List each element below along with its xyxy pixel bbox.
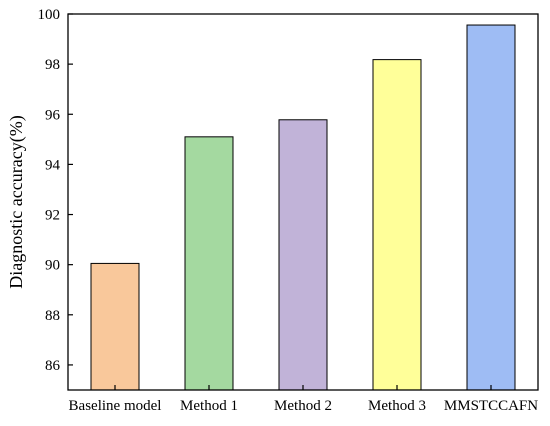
x-tick-label: MMSTCCAFN [444, 398, 538, 414]
y-tick-label: 86 [45, 358, 61, 374]
bar-method-1 [184, 136, 234, 391]
x-tick-label: Method 1 [180, 398, 238, 414]
y-axis-title: Diagnostic accuracy(%) [6, 115, 27, 288]
bar-baseline-model [90, 262, 140, 391]
y-tick-label: 96 [45, 107, 61, 123]
y-tick-label: 88 [45, 308, 60, 324]
y-tick-label: 92 [45, 208, 60, 224]
y-axis-ticks: 86 88 90 92 94 96 98 100 [38, 7, 73, 374]
bars-layer [90, 24, 516, 391]
x-tick-label: Method 2 [274, 398, 332, 414]
x-axis-ticks: Baseline model Method 1 Method 2 Method 3 MM… [69, 385, 538, 414]
y-tick-label: 90 [45, 258, 60, 274]
x-tick-label: Baseline model [69, 398, 162, 414]
y-tick-label: 94 [45, 157, 61, 173]
bar-method-3 [372, 59, 422, 391]
y-tick-label: 98 [45, 57, 60, 73]
y-tick-label: 100 [38, 7, 61, 23]
x-tick-label: Method 3 [368, 398, 426, 414]
bar-mmstccafn [466, 24, 516, 391]
bar-method-2 [278, 119, 328, 391]
